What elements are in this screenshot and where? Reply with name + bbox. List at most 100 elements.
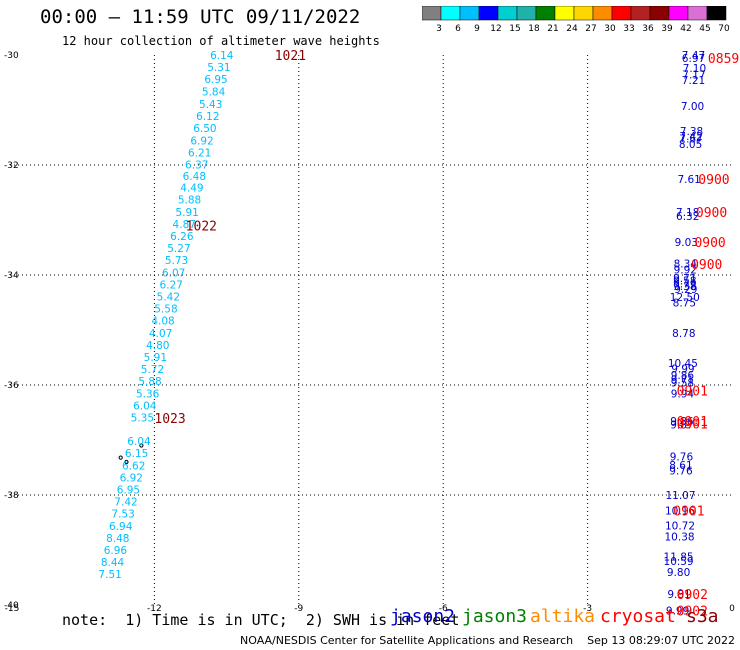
jason-wave-height-point: 7.47	[682, 50, 705, 62]
y-tick-label: -36	[4, 381, 19, 391]
jason-wave-height-point: 9.80	[667, 567, 690, 579]
y-tick-label: -32	[4, 161, 19, 171]
jason-wave-height-point: 9.29	[674, 284, 697, 296]
altika-wave-height-point: 5.91	[175, 207, 198, 219]
x-tick-label: -3	[583, 604, 592, 614]
island-point	[124, 459, 129, 465]
time-label: 0902	[677, 605, 708, 620]
altika-wave-height-point: 6.21	[188, 147, 211, 159]
colorbar-label: 6	[455, 24, 461, 34]
time-label: 0901	[677, 385, 708, 400]
jason-wave-height-point: 9.99	[671, 364, 694, 376]
jason-wave-height-point: 9.81	[667, 589, 690, 601]
jason-wave-height-point: 7.17	[682, 69, 705, 81]
colorbar-label: 33	[623, 24, 634, 34]
altika-wave-height-point: 4.80	[146, 340, 169, 352]
jason-wave-height-point: 9.87	[670, 420, 693, 432]
jason-wave-height-point: 8.61	[669, 460, 692, 472]
x-tick-label: 0	[729, 604, 735, 614]
colorbar-label: 9	[474, 24, 480, 34]
time-label: 0901	[677, 415, 708, 430]
altika-wave-height-point: 4.08	[151, 316, 174, 328]
altika-wave-height-point: 6.27	[160, 279, 183, 291]
jason-wave-height-point: 6.97	[682, 53, 705, 65]
time-label: 0859	[708, 52, 739, 67]
x-tick-label: -12	[147, 604, 162, 614]
altika-wave-height-point: 6.37	[185, 159, 208, 171]
altika-wave-height-point: 7.51	[98, 569, 121, 581]
altika-wave-height-point: 6.26	[170, 231, 194, 243]
altika-wave-height-point: 6.95	[117, 485, 140, 497]
jason-wave-height-point: 9.86	[670, 416, 694, 428]
jason-wave-height-point: 9.92	[674, 265, 697, 277]
colorbar-label: 36	[642, 24, 654, 34]
colorbar-label: 70	[718, 24, 730, 34]
altika-wave-height-point: 5.88	[138, 376, 161, 388]
colorbar-label: 45	[699, 24, 710, 34]
colorbar-label: 18	[528, 24, 540, 34]
jason-wave-height-point: 9.58	[671, 377, 694, 389]
jason-wave-height-point: 6.32	[676, 211, 699, 223]
time-label: 0901	[677, 418, 708, 433]
jason-wave-height-point: 9.79	[673, 278, 696, 290]
time-label: 1023	[154, 412, 185, 427]
altika-wave-height-point: 6.96	[104, 545, 128, 557]
altika-wave-height-point: 7.53	[111, 509, 134, 521]
altika-wave-height-point: 6.04	[127, 436, 151, 448]
jason-wave-height-point: 9.71	[671, 375, 694, 387]
altika-wave-height-point: 6.50	[193, 123, 216, 135]
colorbar-label: 21	[547, 24, 558, 34]
time-label: 0902	[677, 588, 708, 603]
colorbar-label: 39	[661, 24, 673, 34]
jason-wave-height-point: 9.76	[669, 465, 693, 477]
colorbar-label: 42	[680, 24, 691, 34]
altika-wave-height-point: 6.94	[109, 521, 133, 533]
colorbar-label: 15	[509, 24, 520, 34]
legend-altika: altika	[530, 606, 596, 627]
altika-wave-height-point: 6.48	[183, 171, 206, 183]
x-tick-label: -15	[5, 604, 20, 614]
altika-wave-height-point: 6.92	[190, 135, 213, 147]
altika-wave-height-point: 4.49	[180, 183, 203, 195]
time-label: 0901	[673, 504, 704, 519]
jason-wave-height-point: 9.03	[675, 237, 698, 249]
y-tick-label: -34	[4, 271, 19, 281]
jason-wave-height-point: 7.21	[682, 75, 705, 87]
jason-wave-height-point: 8.78	[672, 328, 695, 340]
jason-wave-height-point: 10.16	[665, 505, 695, 517]
jason-wave-height-point: 7.10	[683, 63, 706, 75]
altika-wave-height-point: 5.42	[157, 291, 180, 303]
legend-jason3: jason3	[462, 606, 528, 627]
jason-wave-height-point: 10.45	[668, 358, 698, 370]
page-title: 00:00 — 11:59 UTC 09/11/2022	[40, 6, 361, 28]
colorbar-swatch	[706, 6, 727, 21]
jason-wave-height-point: 7.00	[681, 101, 704, 113]
jason-wave-height-point: 7.61	[677, 174, 700, 186]
altika-wave-height-point: 6.14	[210, 50, 234, 62]
altika-wave-height-point: 8.48	[106, 533, 129, 545]
colorbar-label: 12	[490, 24, 501, 34]
jason-wave-height-point: 7.18	[676, 207, 699, 219]
altika-wave-height-point: 5.73	[165, 255, 188, 267]
legend-s3a: s3a	[686, 606, 719, 627]
x-tick-label: -9	[294, 604, 303, 614]
jason-wave-height-point: 9.76	[670, 452, 694, 464]
colorbar-label: 24	[566, 24, 578, 34]
altika-wave-height-point: 5.58	[154, 304, 177, 316]
altika-wave-height-point: 6.95	[204, 74, 227, 86]
note-text: note: 1) Time is in UTC; 2) SWH is in fe…	[62, 611, 460, 629]
island-point	[139, 443, 144, 448]
y-tick-label: -38	[4, 491, 19, 501]
island-point	[118, 455, 123, 460]
altika-wave-height-point: 5.88	[178, 195, 201, 207]
jason-wave-height-point: 11.85	[664, 552, 694, 564]
jason-wave-height-point: 8.05	[679, 139, 702, 151]
jason-wave-height-point: 7.42	[679, 131, 702, 143]
altika-wave-height-point: 6.15	[125, 448, 148, 460]
jason-wave-height-point: 9.99	[666, 606, 689, 618]
altika-wave-height-point: 5.31	[207, 62, 230, 74]
jason-wave-height-point: 7.38	[680, 126, 703, 138]
time-label: 0900	[694, 236, 725, 251]
altika-wave-height-point: 6.12	[196, 111, 219, 123]
